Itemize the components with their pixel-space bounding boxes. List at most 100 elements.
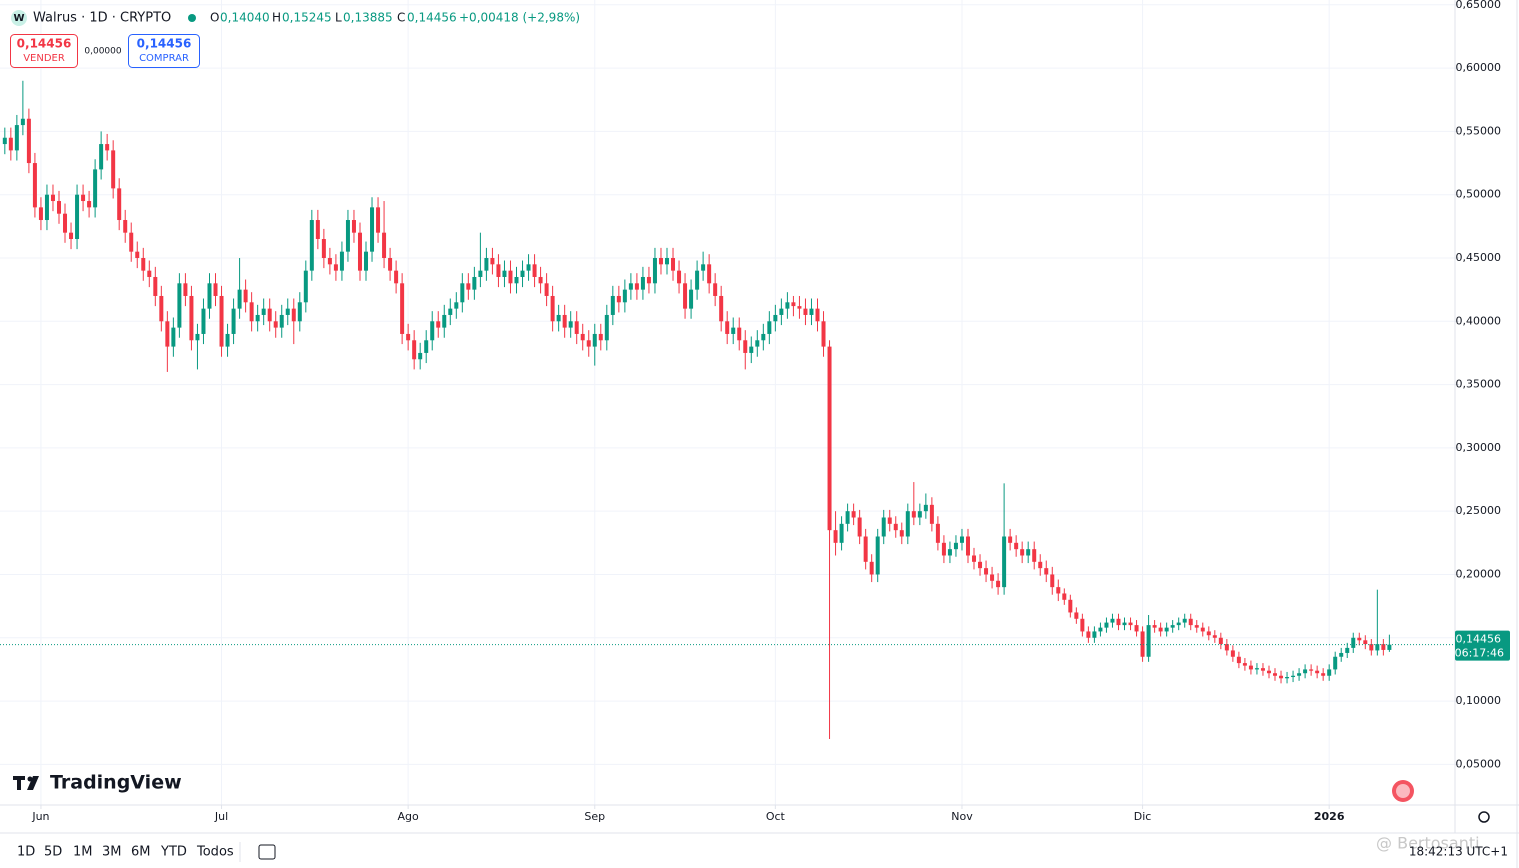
candle-body bbox=[857, 517, 862, 537]
candle bbox=[321, 228, 326, 269]
candle bbox=[899, 522, 904, 545]
candle-body bbox=[749, 346, 754, 353]
candle bbox=[719, 285, 724, 332]
candle bbox=[159, 285, 164, 332]
candle bbox=[1188, 613, 1193, 631]
candle-body bbox=[436, 321, 441, 328]
candle bbox=[1182, 613, 1187, 628]
candle-body bbox=[219, 295, 224, 347]
candle-body bbox=[869, 561, 874, 575]
candle-body bbox=[743, 340, 748, 353]
candle-body bbox=[1212, 635, 1217, 638]
candle-body bbox=[111, 150, 116, 189]
settings-icon[interactable] bbox=[1478, 811, 1490, 823]
candle-body bbox=[1122, 622, 1127, 626]
y-tick-label: 0,50000 bbox=[1456, 188, 1502, 201]
sell-button[interactable]: 0,14456 VENDER bbox=[10, 34, 78, 68]
candle-body bbox=[1032, 549, 1037, 562]
candle-body bbox=[935, 523, 940, 543]
candle bbox=[941, 535, 946, 564]
candle bbox=[189, 285, 194, 351]
candle-body bbox=[827, 346, 832, 531]
candle-body bbox=[87, 201, 92, 208]
candle-body bbox=[731, 327, 736, 334]
timeframe-button[interactable]: 6M bbox=[131, 845, 151, 860]
candle bbox=[1333, 651, 1338, 675]
candle-body bbox=[309, 220, 314, 271]
candle-body bbox=[821, 321, 826, 347]
candle-body bbox=[472, 276, 477, 290]
candle bbox=[1200, 622, 1205, 637]
candle-body bbox=[881, 517, 886, 537]
candle bbox=[568, 311, 573, 338]
candle bbox=[63, 203, 68, 243]
candle bbox=[442, 304, 447, 338]
candle bbox=[219, 285, 224, 357]
candle bbox=[472, 266, 477, 300]
symbol-title[interactable]: Walrus · 1D · CRYPTO bbox=[33, 11, 171, 26]
timeframe-button[interactable]: YTD bbox=[160, 845, 187, 860]
candle-body bbox=[412, 340, 417, 360]
candle-body bbox=[604, 314, 609, 341]
candle bbox=[201, 298, 206, 345]
candle bbox=[845, 503, 850, 532]
candle bbox=[249, 292, 254, 332]
candle bbox=[1327, 664, 1332, 681]
candle-body bbox=[490, 257, 495, 265]
timeframe-button[interactable]: 3M bbox=[102, 845, 122, 860]
date-range-icon[interactable] bbox=[258, 844, 276, 860]
timeframe-button[interactable]: 5D bbox=[44, 845, 62, 860]
candle-body bbox=[44, 194, 49, 221]
candle bbox=[117, 178, 122, 231]
candle-body bbox=[237, 289, 242, 309]
candle bbox=[785, 292, 790, 319]
candle-body bbox=[165, 321, 170, 347]
buy-button[interactable]: 0,14456 COMPRAR bbox=[128, 34, 200, 68]
candle-body bbox=[767, 321, 772, 334]
timeframe-button[interactable]: 1D bbox=[17, 845, 35, 860]
candle-body bbox=[1387, 644, 1392, 650]
candle-body bbox=[701, 264, 706, 271]
candle-body bbox=[1236, 656, 1241, 664]
candle bbox=[1236, 651, 1241, 669]
candle bbox=[2, 127, 7, 155]
candle bbox=[965, 528, 970, 564]
candle bbox=[917, 503, 922, 526]
candle bbox=[1176, 617, 1181, 631]
candle bbox=[454, 292, 459, 319]
candle bbox=[1254, 663, 1259, 675]
candle-body bbox=[1188, 618, 1193, 626]
candle bbox=[50, 184, 55, 212]
candle-body bbox=[634, 283, 639, 290]
candle bbox=[929, 497, 934, 532]
candle-body bbox=[1134, 625, 1139, 632]
candle bbox=[881, 509, 886, 545]
candle bbox=[809, 298, 814, 326]
candle bbox=[755, 330, 760, 357]
candle-body bbox=[129, 232, 134, 252]
candle bbox=[225, 323, 230, 357]
candle bbox=[713, 273, 718, 307]
logo-shape bbox=[17, 776, 21, 790]
candle-body bbox=[105, 144, 110, 151]
candle-body bbox=[255, 314, 260, 322]
candle bbox=[839, 516, 844, 551]
candle-body bbox=[761, 333, 766, 341]
timeframe-button[interactable]: Todos bbox=[196, 845, 234, 860]
candle bbox=[418, 342, 423, 370]
timeframe-button[interactable]: 1M bbox=[73, 845, 93, 860]
candle-body bbox=[1116, 618, 1121, 626]
candle-body bbox=[201, 308, 206, 334]
candle-body bbox=[1266, 670, 1271, 674]
candle bbox=[1086, 626, 1091, 643]
candle bbox=[436, 311, 441, 338]
candle-body bbox=[1008, 536, 1013, 543]
candle-body bbox=[965, 536, 970, 556]
candle-body bbox=[1164, 627, 1169, 632]
candle bbox=[827, 340, 832, 740]
candle-body bbox=[454, 302, 459, 309]
candle bbox=[309, 209, 314, 281]
y-tick-label: 0,40000 bbox=[1456, 314, 1502, 327]
candle-body bbox=[1351, 637, 1356, 648]
